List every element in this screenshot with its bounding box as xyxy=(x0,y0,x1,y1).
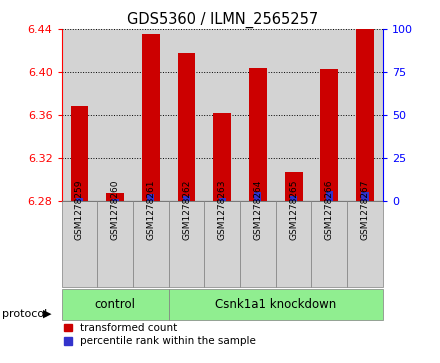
Text: protocol: protocol xyxy=(2,309,48,319)
FancyBboxPatch shape xyxy=(62,289,169,320)
Bar xyxy=(169,29,204,201)
Bar xyxy=(133,29,169,201)
Text: control: control xyxy=(95,298,136,311)
FancyBboxPatch shape xyxy=(347,201,383,287)
Bar xyxy=(112,199,119,201)
Bar xyxy=(213,113,231,201)
Bar xyxy=(219,197,226,201)
Bar xyxy=(240,29,276,201)
Text: GSM1278261: GSM1278261 xyxy=(147,179,155,240)
Bar xyxy=(249,68,267,201)
FancyBboxPatch shape xyxy=(204,201,240,287)
FancyBboxPatch shape xyxy=(133,201,169,287)
Bar xyxy=(62,29,97,201)
Bar xyxy=(312,29,347,201)
FancyBboxPatch shape xyxy=(62,201,97,287)
Text: GSM1278266: GSM1278266 xyxy=(325,179,334,240)
Text: GSM1278263: GSM1278263 xyxy=(218,179,227,240)
Bar xyxy=(320,69,338,201)
FancyBboxPatch shape xyxy=(240,201,276,287)
Text: GSM1278264: GSM1278264 xyxy=(253,179,262,240)
Bar xyxy=(106,193,124,201)
Bar xyxy=(326,191,333,201)
FancyBboxPatch shape xyxy=(97,201,133,287)
Bar xyxy=(285,172,303,201)
Bar xyxy=(183,196,190,201)
Text: GSM1278262: GSM1278262 xyxy=(182,179,191,240)
Bar xyxy=(70,106,88,201)
Bar xyxy=(76,197,83,201)
Bar xyxy=(356,29,374,201)
FancyBboxPatch shape xyxy=(276,201,312,287)
Text: GSM1278260: GSM1278260 xyxy=(110,179,120,240)
Bar xyxy=(254,192,261,201)
Text: GSM1278267: GSM1278267 xyxy=(360,179,370,240)
Bar xyxy=(290,196,297,201)
Text: Csnk1a1 knockdown: Csnk1a1 knockdown xyxy=(215,298,336,311)
Legend: transformed count, percentile rank within the sample: transformed count, percentile rank withi… xyxy=(64,323,256,346)
Text: GSM1278259: GSM1278259 xyxy=(75,179,84,240)
Bar xyxy=(142,34,160,201)
Bar xyxy=(97,29,133,201)
Bar xyxy=(347,29,383,201)
Text: GSM1278265: GSM1278265 xyxy=(289,179,298,240)
Bar xyxy=(276,29,312,201)
FancyBboxPatch shape xyxy=(169,201,204,287)
Title: GDS5360 / ILMN_2565257: GDS5360 / ILMN_2565257 xyxy=(127,12,318,28)
Bar xyxy=(147,194,154,201)
Bar xyxy=(361,192,369,201)
Bar xyxy=(204,29,240,201)
FancyBboxPatch shape xyxy=(312,201,347,287)
Text: ▶: ▶ xyxy=(43,309,51,319)
Bar xyxy=(178,53,195,201)
FancyBboxPatch shape xyxy=(169,289,383,320)
